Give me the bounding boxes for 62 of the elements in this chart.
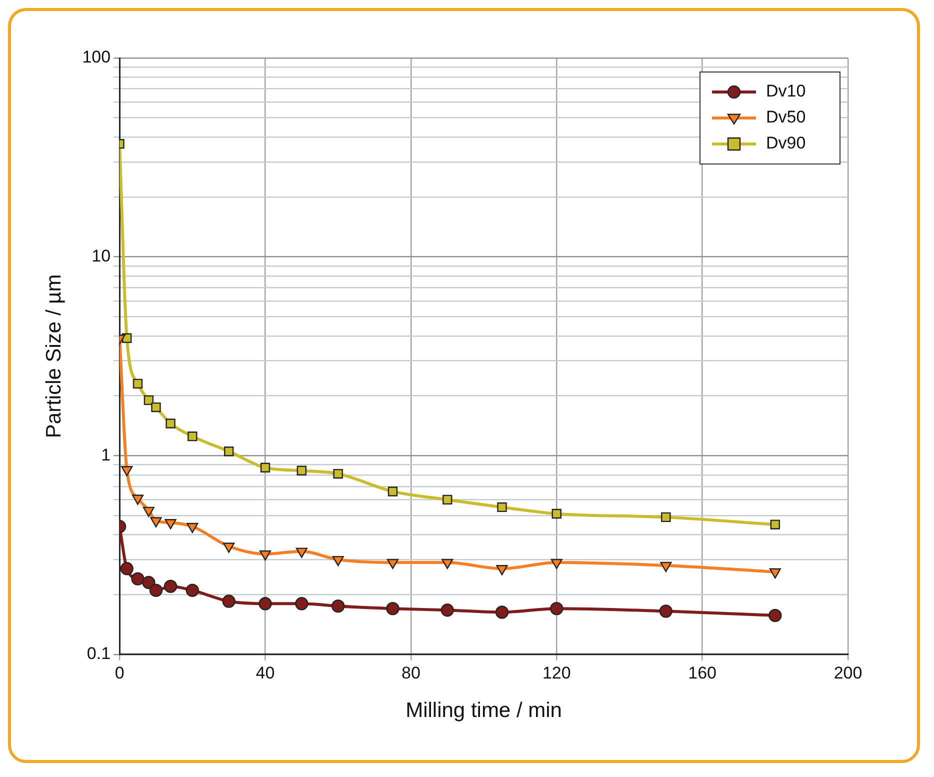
point: [331, 599, 345, 613]
point: [132, 494, 144, 505]
point: [659, 604, 672, 618]
point: [120, 562, 134, 576]
point: [150, 517, 162, 528]
y-tick-label: 100: [82, 48, 111, 67]
y-axis-title: Particle Size / µm: [42, 274, 66, 438]
point: [768, 608, 782, 622]
point: [222, 594, 236, 608]
y-tick-label: 0.1: [86, 644, 111, 664]
point: [186, 522, 198, 534]
point: [164, 519, 176, 530]
legend-label: Dv10: [766, 82, 806, 101]
point: [296, 466, 307, 476]
point: [121, 466, 133, 476]
point: [770, 520, 780, 530]
point: [296, 548, 308, 558]
point: [769, 568, 781, 579]
point: [188, 431, 198, 442]
point: [149, 584, 163, 597]
point: [660, 562, 672, 572]
point: [131, 572, 144, 586]
point: [166, 418, 176, 428]
point: [442, 494, 452, 505]
point: [258, 597, 272, 610]
point: [142, 506, 154, 518]
x-tick-label: 160: [688, 663, 716, 682]
point: [552, 508, 562, 519]
legend-label: Dv50: [766, 108, 806, 127]
y-tick-label: 1: [101, 445, 111, 464]
point: [661, 512, 671, 522]
x-tick-label: 80: [401, 663, 420, 682]
x-tick-label: 40: [256, 663, 275, 682]
y-tick-label: 10: [92, 246, 111, 266]
point: [164, 580, 178, 593]
legend-label: Dv90: [766, 134, 806, 153]
point: [142, 576, 156, 590]
point: [386, 558, 399, 570]
point: [132, 378, 143, 389]
point: [295, 597, 308, 610]
point: [144, 395, 154, 406]
point: [442, 558, 454, 570]
x-tick-label: 200: [834, 663, 862, 682]
point: [388, 486, 398, 496]
point: [151, 402, 161, 412]
point: [333, 468, 343, 479]
point: [386, 602, 400, 616]
point: [332, 556, 344, 566]
x-axis-title: Milling time / min: [406, 699, 562, 722]
point: [550, 558, 562, 570]
point: [495, 606, 509, 619]
point: [496, 565, 508, 576]
point: [260, 462, 270, 472]
point: [224, 446, 234, 456]
x-tick-label: 0: [114, 663, 124, 682]
point: [497, 502, 507, 512]
point: [550, 602, 564, 616]
point: [223, 542, 235, 553]
point: [259, 550, 272, 561]
point: [440, 604, 454, 617]
x-tick-label: 120: [542, 663, 571, 682]
point: [186, 584, 200, 597]
